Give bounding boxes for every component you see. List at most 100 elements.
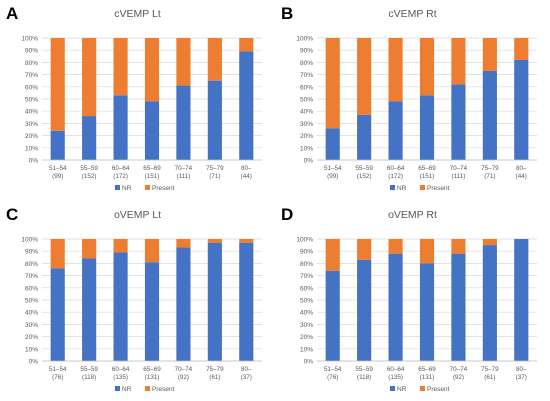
bar-segment-present [388,239,403,254]
x-tick-count: (76) [52,374,63,381]
x-tick-label: 80– [241,366,252,373]
y-tick-label: 100% [296,237,313,244]
y-tick-label: 30% [25,322,38,329]
x-tick-count: (44) [241,173,252,180]
y-tick-label: 10% [25,346,38,353]
bar-segment-present [50,38,65,131]
bar-segment-present [207,38,222,81]
x-tick-count: (111) [452,173,466,180]
chart-title: cVEMP Lt [114,8,161,20]
bar-segment-nr [388,101,403,160]
x-tick-count: (111) [177,173,191,180]
x-tick-label: 55–59 [80,165,98,172]
y-tick-label: 80% [25,60,38,67]
x-tick-label: 55–59 [355,165,373,172]
x-tick-count: (152) [357,173,372,180]
x-tick-count: (151) [420,173,435,180]
x-tick-count: (92) [453,374,464,381]
legend-swatch-present [420,386,425,391]
bar-segment-nr [388,253,403,361]
y-tick-label: 40% [300,109,313,116]
legend-swatch-nr [390,185,395,190]
bar-segment-nr [113,252,128,361]
y-tick-label: 40% [300,310,313,317]
x-tick-label: 51–54 [324,366,342,373]
y-tick-label: 90% [25,249,38,256]
y-tick-label: 60% [300,84,313,91]
y-tick-label: 70% [25,72,38,79]
panel-letter: A [6,4,19,23]
x-tick-count: (71) [209,173,220,180]
x-tick-label: 51–54 [49,165,67,172]
bar-segment-nr [176,85,191,160]
legend-swatch-present [145,185,150,190]
y-tick-label: 80% [300,261,313,268]
bar-segment-present [419,38,435,96]
bar-segment-nr [50,130,65,160]
y-tick-label: 50% [25,97,38,104]
legend-label: Present [427,185,450,192]
bar-segment-present [113,38,128,96]
bar-segment-nr [482,70,497,160]
y-tick-label: 30% [300,121,313,128]
legend-swatch-present [145,386,150,391]
y-tick-label: 100% [21,237,38,244]
bar-segment-present [325,38,340,129]
bar-segment-nr [514,59,529,160]
x-tick-count: (37) [516,374,527,381]
y-tick-label: 30% [25,121,38,128]
x-tick-count: (61) [484,374,495,381]
x-tick-count: (92) [178,374,189,381]
x-tick-label: 75–79 [206,165,224,172]
x-tick-label: 60–64 [387,366,405,373]
panel-letter: C [6,205,19,224]
y-tick-label: 40% [25,310,38,317]
x-tick-label: 75–79 [481,366,499,373]
stacked-bar-chart: 0% 10% 20% 30% 40% 50% 60% 70% 80% 90% 100% 51–54(9… [296,36,537,192]
bar-segment-nr [82,116,97,160]
x-tick-label: 80– [241,165,252,172]
legend-swatch-nr [390,386,395,391]
bar-segment-nr [514,239,529,361]
x-tick-label: 65–69 [143,366,161,373]
bar-segment-present [419,239,435,264]
y-tick-label: 100% [21,36,38,43]
bar-segment-nr [50,268,65,361]
y-tick-label: 30% [300,322,313,329]
panel-letter: D [281,205,294,224]
y-tick-label: 10% [300,346,313,353]
bar-segment-nr [357,259,372,361]
y-tick-label: 20% [25,133,38,140]
y-tick-label: 20% [300,334,313,341]
bar-segment-present [113,239,128,253]
x-tick-label: 75–79 [481,165,499,172]
chart-panel-c: C oVEMP Lt 0% 10% 20% 30% 40% 50% 60% 70% 80% 90%… [0,201,275,401]
x-tick-label: 51–54 [324,165,342,172]
x-tick-count: (99) [52,173,63,180]
y-tick-label: 70% [300,273,313,280]
bar-segment-nr [144,262,160,361]
bar-segment-present [482,239,497,246]
y-tick-label: 0% [304,158,314,165]
bar-segment-present [207,239,222,243]
x-tick-count: (135) [388,374,403,381]
y-tick-label: 0% [29,359,39,366]
x-tick-count: (172) [113,173,128,180]
chart-panel-d: D oVEMP Rt 0% 10% 20% 30% 40% 50% 60% 70% 80% 90%… [275,201,550,401]
x-tick-count: (71) [484,173,495,180]
x-tick-count: (99) [327,173,338,180]
y-tick-label: 90% [300,48,313,55]
x-tick-label: 80– [516,165,527,172]
y-tick-label: 70% [300,72,313,79]
y-tick-label: 60% [25,84,38,91]
y-tick-label: 50% [25,298,38,305]
x-tick-label: 51–54 [49,366,67,373]
y-tick-label: 40% [25,109,38,116]
chart-title: cVEMP Rt [388,8,437,20]
bar-segment-present [451,239,466,254]
y-tick-label: 80% [300,60,313,67]
x-tick-label: 55–59 [355,366,373,373]
bar-segment-nr [419,263,435,361]
x-tick-count: (151) [145,173,160,180]
x-tick-count: (131) [420,374,435,381]
